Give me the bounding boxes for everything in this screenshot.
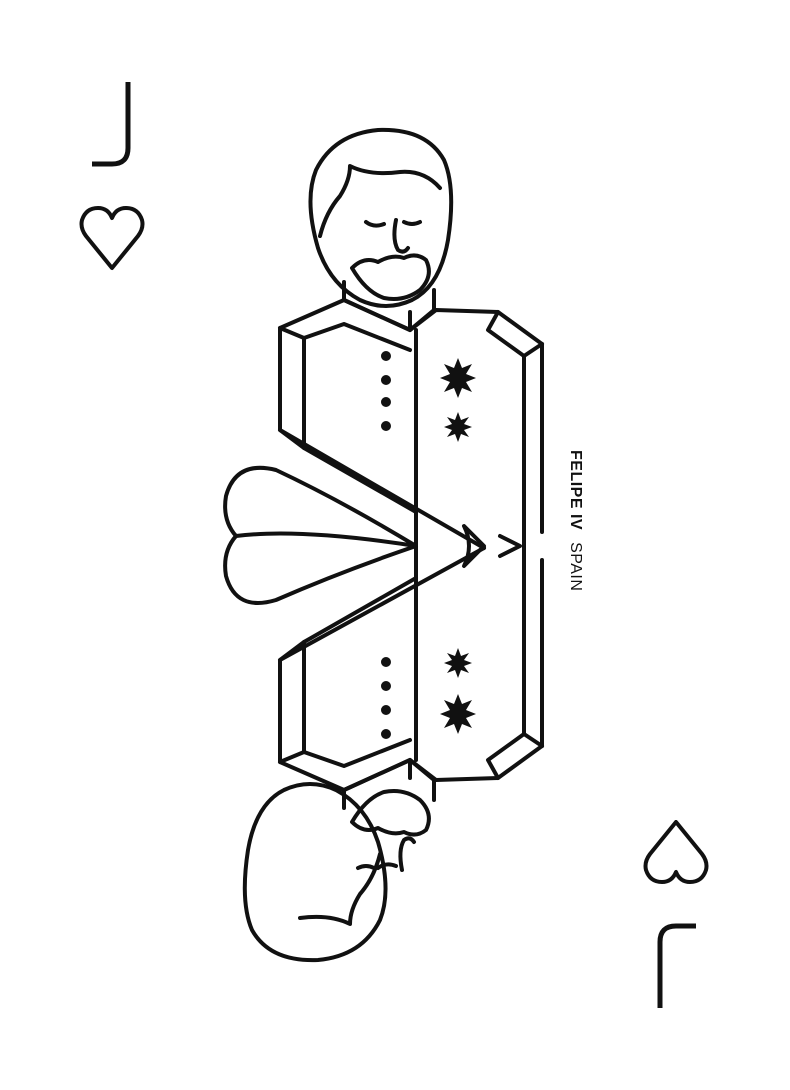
corner-index-top-left <box>78 78 148 278</box>
caption-name: FELIPE IV <box>567 450 584 531</box>
heart-outline-icon <box>643 820 709 884</box>
rank-j-glyph <box>92 82 131 167</box>
corner-index-bottom-right <box>640 812 710 1012</box>
head-bottom <box>242 782 388 963</box>
head-top <box>308 127 454 308</box>
coat-buttons <box>381 351 391 739</box>
heart-outline-icon <box>79 206 145 270</box>
star-decorations <box>440 358 476 734</box>
rank-j-glyph <box>657 923 696 1008</box>
caption-country: SPAIN <box>567 542 584 592</box>
figure-caption: FELIPE IV SPAIN <box>562 450 592 630</box>
